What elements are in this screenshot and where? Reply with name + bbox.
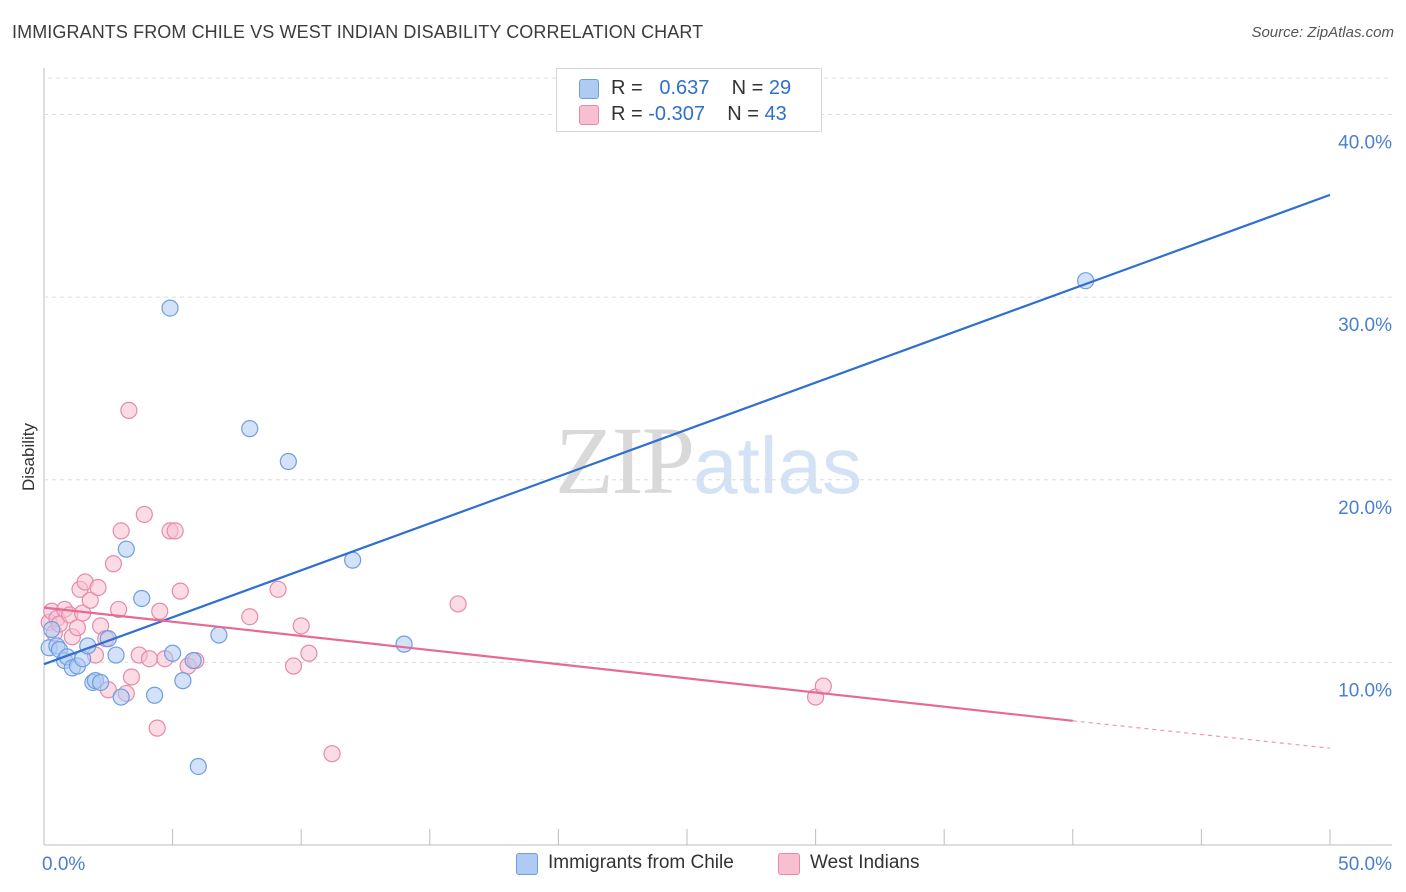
west-indians-point <box>323 745 341 763</box>
legend-n-label: N = <box>727 103 759 125</box>
chile-point <box>112 688 130 706</box>
legend-text-west-indians: R = -0.307 N = 43 <box>611 103 787 126</box>
west-indians-point <box>300 644 318 662</box>
chile-point <box>91 673 110 692</box>
west-indians-point <box>241 608 259 626</box>
bottom-legend-swatch-pink <box>778 853 800 875</box>
bottom-legend-swatch-blue <box>516 853 538 875</box>
chile-point <box>174 672 192 690</box>
source-label: Source: ZipAtlas.com <box>1251 24 1394 41</box>
legend-n-value: 29 <box>768 77 792 99</box>
y-tick-label: 40.0% <box>1338 133 1392 154</box>
chile-point <box>279 452 297 471</box>
legend-r-value: -0.307 <box>648 103 705 125</box>
bottom-legend-label-west-indians: West Indians <box>810 852 920 873</box>
west-indians-point <box>148 719 166 737</box>
chile-point <box>161 299 179 317</box>
west-indians-point <box>89 578 107 597</box>
watermark-zip: ZIP <box>555 407 695 514</box>
west-indians-point <box>109 600 128 619</box>
chile-point <box>189 757 207 776</box>
west-indians-trend-line <box>43 606 1073 722</box>
west-indians-point <box>68 619 87 637</box>
series-west-indians <box>40 401 832 763</box>
chile-point <box>395 635 413 653</box>
chile-point <box>107 646 125 664</box>
west-indians-point <box>284 657 303 675</box>
west-indians-point <box>269 580 287 598</box>
west-indians-point <box>171 582 189 600</box>
legend-n-label: N = <box>731 77 764 99</box>
x-tick-label-max: 50.0% <box>1338 854 1392 875</box>
watermark-atlas: atlas <box>693 421 862 510</box>
chile-point <box>210 626 228 644</box>
west-indians-point <box>292 617 310 635</box>
series-immigrants-from-chile <box>40 272 1095 776</box>
west-indians-point <box>120 401 138 419</box>
y-tick-label: 10.0% <box>1338 680 1392 701</box>
legend-r-label: R = <box>611 77 643 99</box>
chile-point <box>164 644 182 662</box>
chile-point <box>133 589 151 608</box>
west-indians-point <box>449 595 467 613</box>
chart-title: IMMIGRANTS FROM CHILE VS WEST INDIAN DIS… <box>12 22 704 42</box>
legend-swatch-blue <box>579 79 599 99</box>
watermark: ZIPatlas <box>555 405 862 516</box>
west-indians-point <box>112 522 130 540</box>
chile-point <box>241 420 259 438</box>
chile-point <box>117 540 135 558</box>
chile-point <box>145 686 164 704</box>
west-indians-point <box>140 650 159 668</box>
y-tick-label: 20.0% <box>1338 498 1392 519</box>
y-tick-label: 30.0% <box>1338 315 1392 336</box>
x-tick-label-min: 0.0% <box>42 854 85 875</box>
legend-swatch-pink <box>579 105 599 125</box>
west-indians-point <box>104 555 123 573</box>
legend-r-label: R = <box>611 103 643 125</box>
legend-text-chile: R = 0.637 N = 29 <box>611 77 791 100</box>
west-indians-trend-extension <box>1072 720 1331 749</box>
chile-point <box>184 651 202 670</box>
west-indians-point <box>122 668 141 686</box>
west-indians-point <box>135 505 153 524</box>
legend-r-value: 0.637 <box>659 77 710 99</box>
chile-trend-line <box>43 193 1331 666</box>
correlation-legend: R = 0.637 N = 29 R = -0.307 N = 43 <box>556 68 822 132</box>
legend-n-value: 43 <box>764 103 787 125</box>
bottom-legend-label-chile: Immigrants from Chile <box>548 852 734 873</box>
west-indians-point <box>166 522 184 540</box>
y-axis-title: Disability <box>19 422 38 491</box>
chile-point <box>43 620 61 639</box>
west-indians-point <box>81 591 99 609</box>
west-indians-point <box>151 602 169 620</box>
